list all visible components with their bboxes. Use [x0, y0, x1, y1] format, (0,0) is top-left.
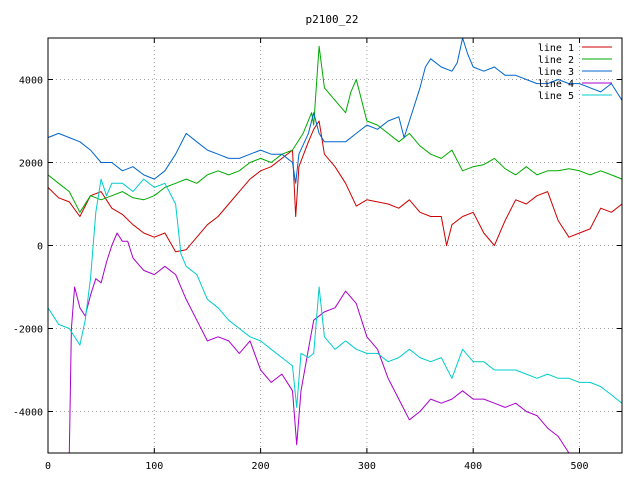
y-tick-label: 4000 [19, 76, 43, 87]
x-tick-label: 100 [145, 461, 163, 472]
legend-label: line 4 [538, 79, 574, 90]
legend-label: line 5 [538, 91, 574, 102]
x-tick-label: 500 [570, 461, 588, 472]
x-tick-label: 200 [252, 461, 270, 472]
series-line-3 [48, 38, 622, 184]
legend-label: line 1 [538, 43, 574, 54]
series-line-1 [48, 120, 622, 253]
series-line-5 [48, 178, 622, 408]
y-tick-label: 2000 [19, 159, 43, 170]
axis-ticks: 0 100 200 300 400 500 -4000 -2000 0 2000 4000 [13, 38, 622, 472]
legend-label: line 2 [538, 55, 574, 66]
y-tick-label: 0 [37, 242, 43, 253]
series-line-4 [68, 232, 570, 453]
series-lines [48, 38, 622, 453]
legend-label: line 3 [538, 67, 574, 78]
x-tick-label: 400 [464, 461, 482, 472]
x-tick-label: 300 [358, 461, 376, 472]
series-line-2 [48, 45, 622, 213]
y-tick-label: -4000 [13, 408, 43, 419]
y-tick-label: -2000 [13, 325, 43, 336]
series-group [48, 38, 622, 453]
x-tick-label: 0 [45, 461, 51, 472]
chart-title: p2100_22 [306, 13, 359, 26]
